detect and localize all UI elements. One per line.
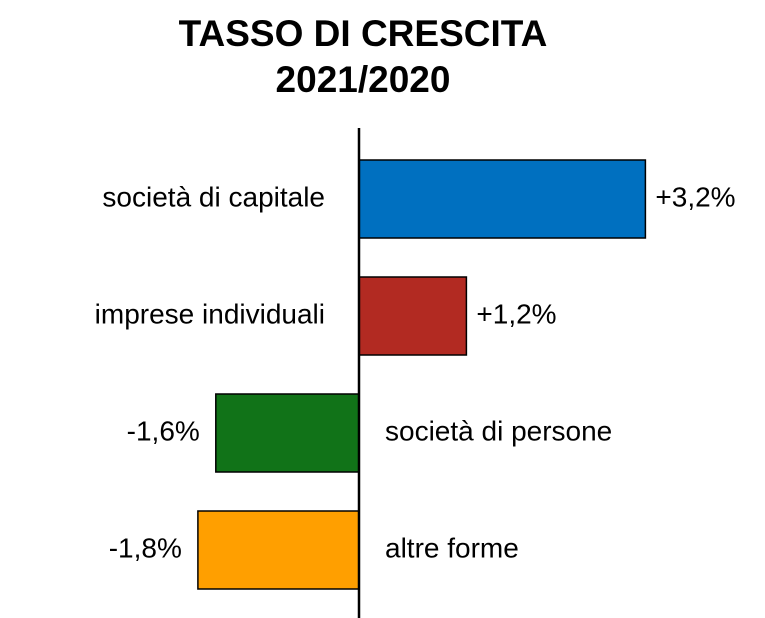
- chart-title: TASSO DI CRESCITA: [179, 13, 548, 54]
- bar: [358, 276, 468, 356]
- value-label: +3,2%: [655, 181, 735, 212]
- value-label: +1,2%: [476, 298, 556, 329]
- category-label: società di capitale: [102, 181, 325, 212]
- category-label: imprese individuali: [95, 298, 325, 329]
- bar: [197, 510, 360, 590]
- bar: [358, 159, 647, 239]
- chart-subtitle: 2021/2020: [276, 59, 451, 100]
- category-label: società di persone: [385, 415, 612, 446]
- value-label: -1,8%: [109, 532, 182, 563]
- value-label: -1,6%: [127, 415, 200, 446]
- category-label: altre forme: [385, 532, 519, 563]
- bar: [215, 393, 360, 473]
